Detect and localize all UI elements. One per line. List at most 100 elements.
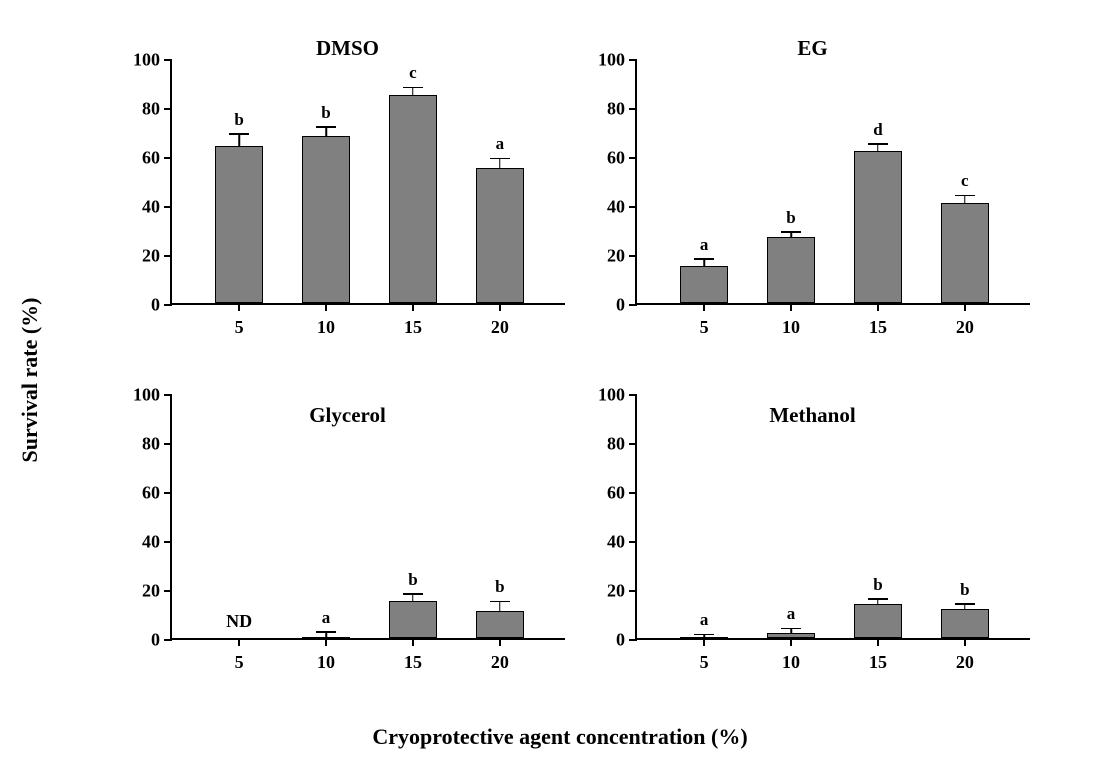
- x-tick-label: 15: [869, 303, 887, 338]
- significance-letter: c: [961, 171, 969, 191]
- bar: a: [302, 637, 350, 638]
- y-tick-label: 80: [142, 434, 172, 455]
- significance-letter: b: [495, 577, 504, 597]
- bar: b: [476, 611, 524, 638]
- error-bar: [499, 158, 501, 168]
- panel-glycerol: Glycerol0204060801005ND10a15b20b: [120, 365, 575, 690]
- figure: Survival rate (%) Cryoprotective agent c…: [60, 20, 1060, 740]
- error-cap: [694, 258, 714, 260]
- plot-area: 0204060801005a10a15b20b: [635, 395, 1030, 640]
- significance-letter: d: [873, 120, 882, 140]
- y-tick-label: 40: [607, 532, 637, 553]
- bar: b: [215, 146, 263, 303]
- plot-area: 0204060801005a10b15d20c: [635, 60, 1030, 305]
- significance-letter: b: [408, 570, 417, 590]
- bar-rect: [680, 266, 728, 303]
- significance-letter: b: [873, 575, 882, 595]
- y-tick-label: 100: [133, 50, 172, 71]
- y-tick-label: 0: [616, 295, 637, 316]
- significance-letter: a: [322, 608, 331, 628]
- error-cap: [490, 158, 510, 160]
- plot-area: 0204060801005b10b15c20a: [170, 60, 565, 305]
- error-cap: [955, 603, 975, 605]
- x-tick-label: 10: [782, 303, 800, 338]
- nd-label: ND: [226, 611, 252, 632]
- error-cap: [403, 593, 423, 595]
- error-cap: [490, 601, 510, 603]
- significance-letter: b: [321, 103, 330, 123]
- bar-rect: [941, 203, 989, 303]
- bar: c: [389, 95, 437, 303]
- bar-rect: [215, 146, 263, 303]
- x-tick-label: 5: [700, 638, 709, 673]
- bar: a: [767, 633, 815, 638]
- y-tick-label: 0: [616, 630, 637, 651]
- significance-letter: b: [960, 580, 969, 600]
- significance-letter: a: [700, 235, 709, 255]
- x-tick-label: 5: [700, 303, 709, 338]
- significance-letter: a: [787, 604, 796, 624]
- y-tick-label: 80: [142, 99, 172, 120]
- panel-dmso: DMSO0204060801005b10b15c20a: [120, 30, 575, 355]
- y-tick-label: 100: [598, 50, 637, 71]
- bar-rect: [476, 611, 524, 638]
- significance-letter: b: [786, 208, 795, 228]
- y-tick-label: 80: [607, 99, 637, 120]
- error-bar: [499, 601, 501, 611]
- error-bar: [325, 127, 327, 137]
- x-tick-label: 10: [782, 638, 800, 673]
- error-cap: [229, 133, 249, 135]
- bar-rect: [941, 609, 989, 638]
- y-tick-label: 0: [151, 295, 172, 316]
- error-cap: [868, 143, 888, 145]
- plot-area: 0204060801005ND10a15b20b: [170, 395, 565, 640]
- x-tick-label: 5: [235, 638, 244, 673]
- y-tick-label: 20: [142, 246, 172, 267]
- bar-rect: [389, 601, 437, 638]
- bar: b: [941, 609, 989, 638]
- x-tick-label: 20: [491, 638, 509, 673]
- y-tick-label: 20: [142, 581, 172, 602]
- y-tick-label: 80: [607, 434, 637, 455]
- error-cap: [403, 87, 423, 89]
- bar-rect: [854, 604, 902, 638]
- bar: a: [476, 168, 524, 303]
- x-tick-label: 10: [317, 638, 335, 673]
- y-tick-label: 40: [607, 197, 637, 218]
- y-tick-label: 0: [151, 630, 172, 651]
- error-bar: [412, 594, 414, 601]
- significance-letter: a: [700, 610, 709, 630]
- bar: b: [302, 136, 350, 303]
- bar: b: [854, 604, 902, 638]
- bar: a: [680, 637, 728, 638]
- panel-title: DMSO: [316, 36, 379, 61]
- x-tick-label: 10: [317, 303, 335, 338]
- y-axis-label: Survival rate (%): [17, 298, 43, 463]
- x-tick-label: 15: [869, 638, 887, 673]
- error-cap: [316, 631, 336, 633]
- error-cap: [781, 628, 801, 630]
- bar: d: [854, 151, 902, 303]
- y-tick-label: 100: [133, 385, 172, 406]
- panel-methanol: Methanol0204060801005a10a15b20b: [585, 365, 1040, 690]
- x-tick-label: 20: [491, 303, 509, 338]
- error-cap: [868, 598, 888, 600]
- error-bar: [877, 144, 879, 151]
- bar: b: [389, 601, 437, 638]
- y-tick-label: 40: [142, 197, 172, 218]
- bar-rect: [302, 637, 350, 639]
- significance-letter: b: [234, 110, 243, 130]
- panel-eg: EG0204060801005a10b15d20c: [585, 30, 1040, 355]
- bar-rect: [680, 637, 728, 639]
- significance-letter: c: [409, 63, 417, 83]
- significance-letter: a: [496, 134, 505, 154]
- error-bar: [238, 134, 240, 146]
- y-tick-label: 20: [607, 581, 637, 602]
- bar: a: [680, 266, 728, 303]
- x-axis-label: Cryoprotective agent concentration (%): [372, 724, 747, 750]
- x-tick-label: 5: [235, 303, 244, 338]
- bar-rect: [389, 95, 437, 303]
- bar: b: [767, 237, 815, 303]
- x-tick-label: 15: [404, 638, 422, 673]
- x-tick-label: 20: [956, 303, 974, 338]
